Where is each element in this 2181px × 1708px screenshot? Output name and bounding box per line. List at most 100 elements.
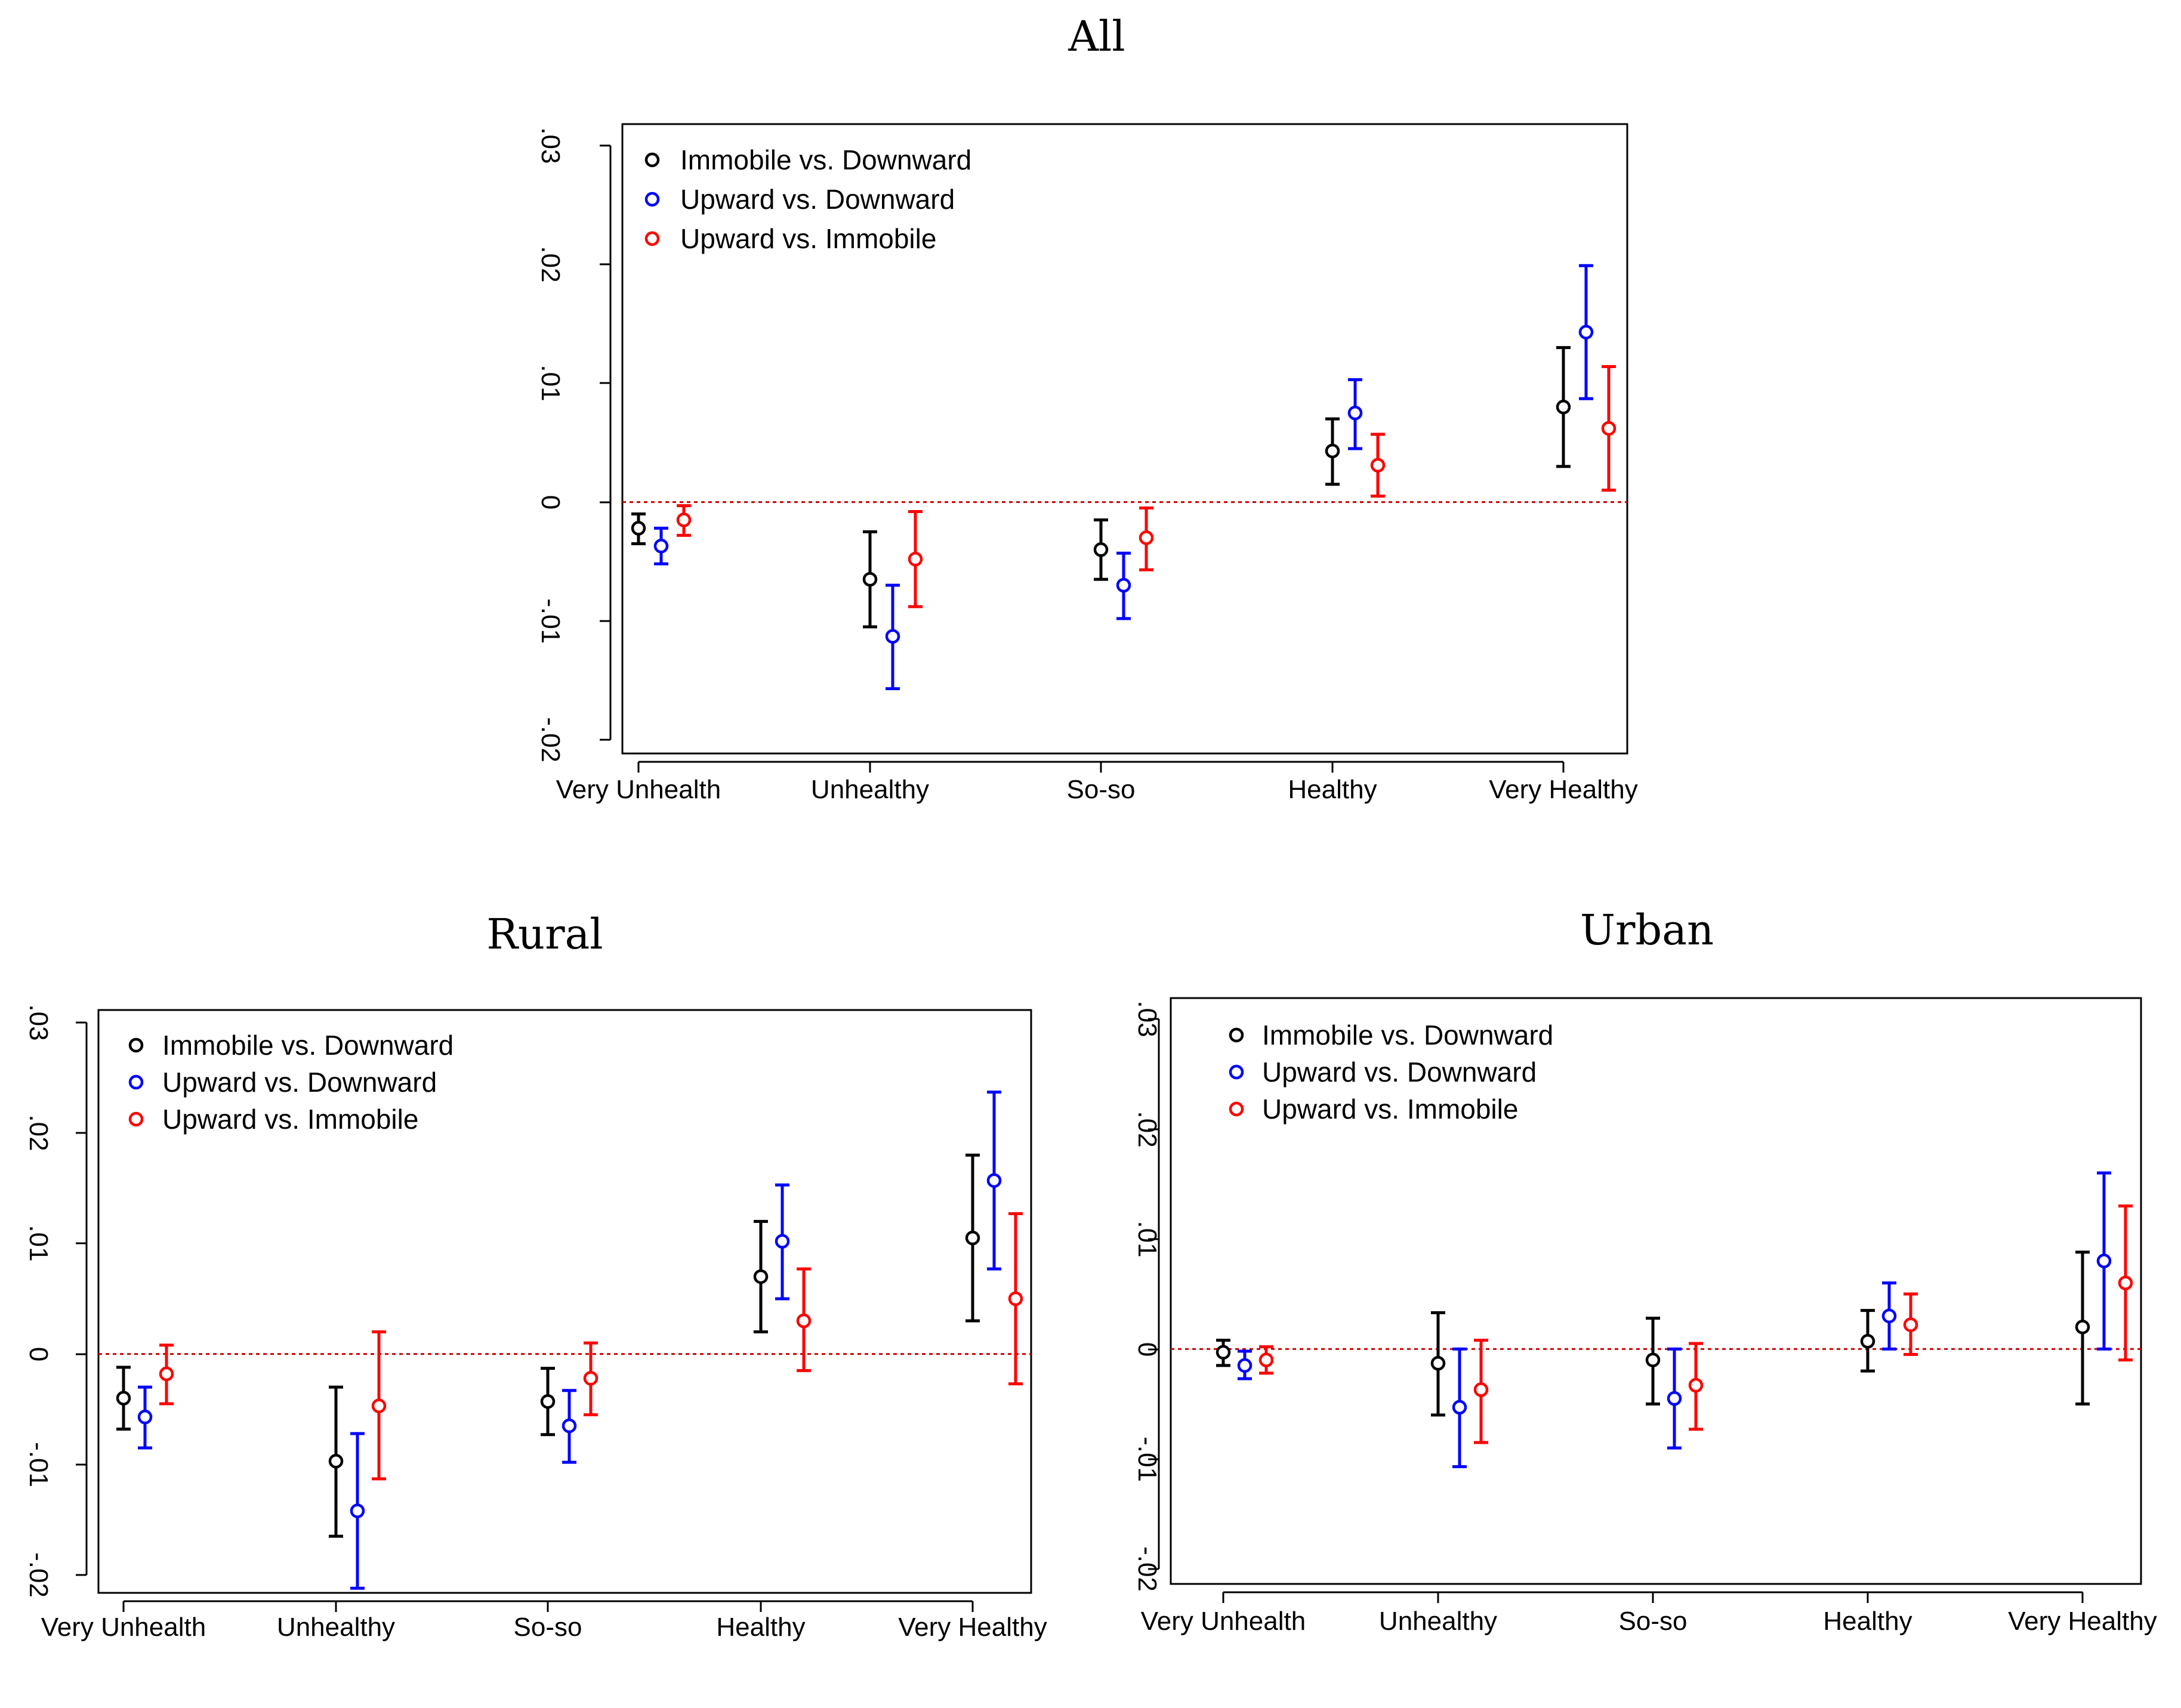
legend-label: Upward vs. Downward [162, 1067, 437, 1098]
y-tick-label: 0 [1133, 1342, 1162, 1357]
series-0 [116, 1153, 980, 1538]
x-tick-label: Very Unhealth [41, 1613, 206, 1642]
series-2 [159, 1212, 1023, 1481]
data-point [1452, 1400, 1467, 1415]
legend-label: Upward vs. Downward [1262, 1057, 1537, 1088]
legend-marker [1229, 1027, 1244, 1043]
data-point [159, 1366, 174, 1382]
panel-background [1062, 974, 2172, 1708]
data-point [775, 1234, 790, 1249]
data-point [1370, 458, 1386, 473]
data-point [1578, 325, 1594, 339]
series-2 [1258, 1204, 2133, 1444]
data-point [1258, 1352, 1274, 1367]
plot-frame [1170, 997, 2142, 1585]
data-point [1008, 1291, 1023, 1307]
legend-label: Upward vs. Immobile [1262, 1094, 1518, 1125]
legend: Immobile vs. Downward Upward vs. Downward… [644, 144, 971, 254]
x-tick-label: So-so [1067, 775, 1136, 804]
legend-marker [128, 1111, 144, 1127]
y-tick-label: 0 [536, 495, 565, 509]
legend-label: Upward vs. Downward [680, 184, 955, 215]
data-point [676, 512, 692, 527]
data-point [583, 1371, 599, 1386]
panels: All -.02 -.01 0 .01 .02 .03 Very Unhealth Unheal… [0, 12, 2172, 1708]
legend-label: Upward vs. Immobile [680, 223, 936, 254]
x-tick-label: Healthy [1288, 775, 1377, 804]
data-point [862, 572, 878, 587]
data-point [1473, 1382, 1489, 1397]
data-point [371, 1398, 387, 1413]
y-tick-label: -.01 [536, 598, 565, 644]
data-point [753, 1269, 769, 1284]
y-tick-label: -.02 [24, 1552, 53, 1598]
plot-frame [97, 1009, 1032, 1594]
x-tick-label: Very Healthy [898, 1613, 1047, 1642]
data-point [2118, 1275, 2133, 1290]
y-tick-label: 0 [24, 1347, 53, 1361]
data-point [1860, 1334, 1875, 1349]
data-point [965, 1230, 980, 1246]
y-tick-label: -.02 [536, 717, 565, 762]
legend-marker [1229, 1064, 1244, 1080]
x-tick-label: Very Unhealth [556, 775, 721, 804]
data-point [1093, 542, 1109, 557]
data-point [1881, 1308, 1897, 1324]
x-tick-label: So-so [514, 1613, 582, 1642]
data-point [350, 1503, 365, 1518]
chart-panel-urban: Urban -.02 -.01 0 .01 .02 .03 Very Unhealth Unhe… [1062, 906, 2172, 1708]
data-point [1903, 1317, 1918, 1332]
legend-label: Immobile vs. Downward [162, 1030, 454, 1061]
x-tick-label: So-so [1619, 1607, 1688, 1636]
legend-label: Immobile vs. Downward [1262, 1020, 1553, 1051]
legend: Immobile vs. Downward Upward vs. Downward… [1229, 1020, 1553, 1125]
legend-label: Upward vs. Immobile [162, 1104, 418, 1135]
data-point [1601, 421, 1617, 436]
data-point [540, 1394, 556, 1409]
series-2 [676, 365, 1617, 609]
series-0 [1216, 1250, 2090, 1417]
legend-marker [644, 231, 660, 246]
y-tick-label: .02 [1133, 1111, 1162, 1147]
data-point [116, 1391, 131, 1406]
x-tick-label: Very Healthy [1489, 775, 1637, 804]
data-point [1556, 399, 1571, 415]
series-1 [653, 264, 1594, 690]
data-point [1688, 1377, 1704, 1393]
legend-marker [128, 1074, 144, 1090]
x-tick-label: Unhealthy [1379, 1607, 1497, 1636]
chart-title: Urban [1580, 906, 1714, 955]
data-point [908, 551, 923, 567]
series-1 [1237, 1171, 2112, 1469]
chart-title: Rural [486, 910, 603, 959]
data-point [562, 1418, 577, 1434]
x-tick-label: Unhealthy [277, 1613, 395, 1642]
y-tick-label: .03 [1133, 1000, 1162, 1037]
chart-title: All [1068, 12, 1125, 61]
y-tick-label: -.02 [1133, 1546, 1162, 1592]
panel-background [534, 94, 1656, 852]
data-point [1139, 530, 1154, 545]
x-tick-label: Healthy [716, 1613, 805, 1642]
chart-panel-all: All -.02 -.01 0 .01 .02 .03 Very Unhealth Unheal… [534, 12, 1656, 852]
y-tick-label: -.01 [24, 1442, 53, 1487]
y-tick-label: .01 [1133, 1221, 1162, 1257]
x-tick-label: Very Unhealth [1141, 1607, 1306, 1636]
legend: Immobile vs. Downward Upward vs. Downward… [128, 1030, 454, 1135]
data-point [1116, 577, 1131, 593]
x-tick-label: Very Healthy [2008, 1607, 2157, 1636]
y-tick-label: .03 [536, 127, 565, 163]
y-tick-label: .02 [536, 246, 565, 282]
data-point [653, 539, 669, 554]
data-point [328, 1453, 344, 1469]
plot-frame [621, 123, 1628, 755]
y-tick-label: .02 [24, 1114, 53, 1151]
data-point [2096, 1253, 2112, 1268]
data-point [1237, 1358, 1253, 1373]
x-tick-label: Healthy [1823, 1607, 1912, 1636]
data-point [2075, 1320, 2090, 1335]
data-point [1667, 1391, 1682, 1406]
data-point [986, 1173, 1002, 1188]
data-point [1347, 405, 1363, 421]
